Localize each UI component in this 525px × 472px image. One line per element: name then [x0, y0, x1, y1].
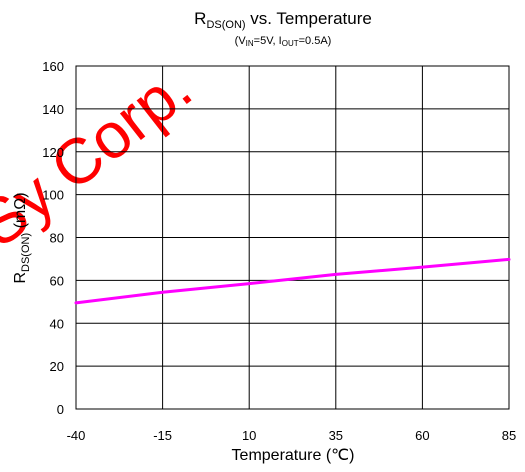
series-group — [74, 257, 511, 305]
x-tick-label-2: 10 — [242, 428, 256, 443]
chart-title-rest: vs. Temperature — [246, 9, 372, 28]
subtitle-sub-1: IN — [246, 39, 254, 48]
y-axis-label-rest: (mΩ) — [12, 192, 29, 232]
y-tick-label-8: 160 — [42, 59, 64, 74]
series-line-0 — [74, 257, 511, 305]
subtitle-sub-2: OUT — [282, 39, 299, 48]
x-tick-label-0: -40 — [67, 428, 86, 443]
y-tick-labels: 0 20 40 60 80 100 120 140 160 — [42, 59, 64, 417]
y-tick-label-7: 140 — [42, 102, 64, 117]
y-tick-label-5: 100 — [42, 188, 64, 203]
chart-title: RDS(ON) vs. Temperature — [194, 9, 372, 31]
subtitle-part-3: =0.5A) — [299, 35, 332, 47]
y-tick-label-3: 60 — [50, 273, 64, 288]
x-axis-label: Temperature (℃) — [232, 447, 355, 464]
x-tick-label-1: -15 — [153, 428, 172, 443]
subtitle-part-1: (V — [235, 35, 247, 47]
grid — [75, 65, 510, 410]
y-tick-label-4: 80 — [50, 231, 64, 246]
x-tick-label-3: 35 — [329, 428, 343, 443]
plot-frame — [75, 65, 510, 410]
chart-title-sub: DS(ON) — [206, 19, 245, 31]
x-tick-label-4: 60 — [415, 428, 429, 443]
chart-title-main: R — [194, 9, 206, 28]
chart-subtitle: (VIN=5V, IOUT=0.5A) — [235, 35, 332, 48]
x-tick-labels: -40 -15 10 35 60 85 — [67, 428, 517, 443]
y-tick-label-2: 40 — [50, 316, 64, 331]
y-axis-label: RDS(ON) (mΩ) — [12, 192, 32, 283]
y-tick-label-1: 20 — [50, 359, 64, 374]
y-axis-label-main: R — [12, 272, 29, 284]
y-axis-label-sub: DS(ON) — [20, 233, 32, 272]
y-tick-label-0: 0 — [57, 402, 64, 417]
y-tick-label-6: 120 — [42, 145, 64, 160]
subtitle-part-2: =5V, I — [254, 35, 282, 47]
x-tick-label-5: 85 — [502, 428, 516, 443]
watermark-text: Sy Corp. — [0, 51, 205, 261]
